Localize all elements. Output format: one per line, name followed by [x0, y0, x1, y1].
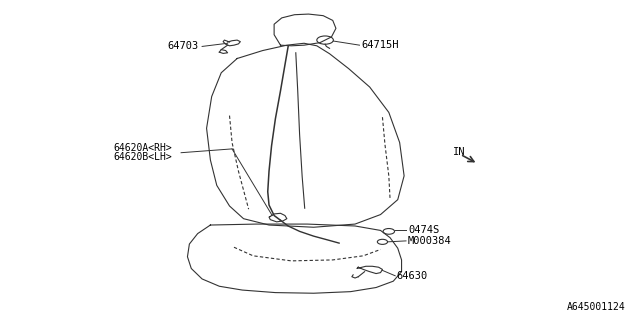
Text: 0474S: 0474S: [408, 225, 439, 236]
Text: 64620B<LH>: 64620B<LH>: [113, 152, 172, 163]
Text: IN: IN: [452, 147, 465, 157]
Text: 64620A<RH>: 64620A<RH>: [113, 143, 172, 153]
Text: M000384: M000384: [408, 236, 452, 246]
Text: 64630: 64630: [396, 271, 428, 281]
Text: A645001124: A645001124: [567, 302, 626, 312]
Text: 64703: 64703: [168, 41, 199, 52]
Text: 64715H: 64715H: [362, 40, 399, 50]
